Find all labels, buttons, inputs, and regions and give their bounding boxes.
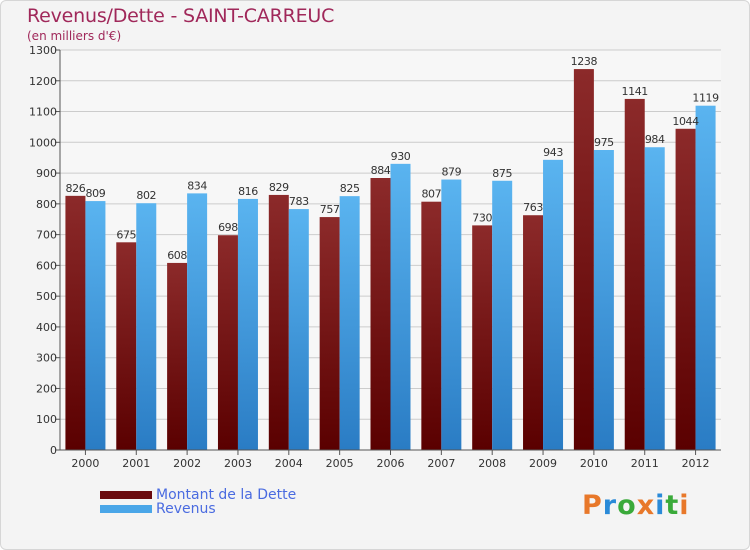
data-label-revenue: 783 [289, 195, 309, 208]
y-tick-label: 700 [36, 229, 57, 242]
data-label-debt: 763 [523, 201, 543, 214]
y-tick-label: 0 [50, 444, 57, 457]
data-label-debt: 1141 [622, 85, 648, 98]
x-tick-label: 2007 [427, 457, 455, 470]
data-label-revenue: 825 [340, 182, 360, 195]
bar-debt [370, 178, 391, 450]
logo-letter: o [617, 490, 637, 521]
x-tick-label: 2006 [377, 457, 405, 470]
x-tick-label: 2003 [224, 457, 252, 470]
data-label-revenue: 816 [238, 185, 258, 198]
bar-debt [573, 69, 594, 451]
y-tick-label: 300 [36, 352, 57, 365]
data-label-debt: 1044 [672, 115, 699, 128]
y-tick-label: 400 [36, 321, 57, 334]
data-label-debt: 1238 [571, 55, 598, 68]
bar-revenue [288, 209, 309, 450]
legend-item-debt: Montant de la Dette [100, 487, 296, 503]
bar-debt [624, 98, 645, 450]
data-label-debt: 807 [421, 188, 441, 201]
data-label-revenue: 875 [492, 167, 512, 180]
legend-swatch-revenue [100, 505, 152, 513]
legend-swatch-debt [100, 491, 152, 499]
bar-debt [268, 194, 289, 450]
bar-debt [523, 215, 544, 450]
y-tick-label: 800 [36, 198, 57, 211]
y-tick-label: 1100 [29, 106, 57, 119]
bar-debt [217, 235, 238, 450]
data-label-revenue: 943 [543, 146, 563, 159]
data-label-revenue: 802 [136, 189, 156, 202]
logo-letter: P [582, 490, 603, 521]
x-tick-label: 2010 [580, 457, 608, 470]
bar-debt [167, 262, 188, 450]
axes: 0 100 200 300 400 500 600 700 800 900 1000 1100 1200… [29, 44, 721, 470]
data-label-revenue: 879 [441, 166, 461, 179]
y-tick-label: 1200 [29, 75, 57, 88]
data-label-revenue: 975 [594, 136, 614, 149]
data-label-debt: 730 [472, 211, 492, 224]
data-label-revenue: 809 [86, 187, 106, 200]
bar-revenue [237, 198, 258, 450]
x-tick-label: 2002 [173, 457, 201, 470]
bar-debt [675, 128, 696, 450]
bar-revenue [187, 193, 208, 450]
data-label-debt: 698 [218, 221, 238, 234]
data-label-debt: 675 [116, 228, 136, 241]
x-tick-label: 2001 [122, 457, 150, 470]
legend-label-revenue: Revenus [156, 501, 216, 517]
y-tick-label: 500 [36, 290, 57, 303]
bar-revenue [695, 105, 716, 450]
bar-revenue [136, 203, 157, 450]
bar-revenue [390, 163, 411, 450]
bar-debt [319, 217, 340, 450]
chart-subtitle: (en milliers d'€) [27, 29, 122, 43]
data-label-revenue: 984 [645, 133, 665, 146]
x-tick-label: 2004 [275, 457, 303, 470]
bar-debt [421, 201, 442, 450]
y-tick-label: 100 [36, 413, 57, 426]
x-tick-label: 2008 [478, 457, 506, 470]
bar-revenue [339, 196, 360, 450]
x-tick-label: 2005 [326, 457, 354, 470]
bars [65, 69, 716, 451]
x-tick-label: 2011 [631, 457, 659, 470]
data-label-debt: 608 [167, 249, 187, 262]
chart-title: Revenus/Dette - SAINT-CARREUC [27, 5, 335, 27]
legend-item-revenue: Revenus [100, 501, 216, 517]
data-label-debt: 884 [371, 164, 391, 177]
bar-debt [116, 242, 137, 450]
logo-letter: r [602, 490, 618, 521]
data-label-debt: 757 [320, 203, 340, 216]
bar-revenue [644, 147, 665, 450]
logo-letter: i [679, 490, 690, 521]
bar-debt [65, 195, 86, 450]
bar-revenue [492, 180, 513, 450]
legend-label-debt: Montant de la Dette [156, 487, 297, 503]
data-label-revenue: 930 [391, 150, 411, 163]
data-label-debt: 826 [66, 182, 86, 195]
x-tick-label: 2000 [71, 457, 99, 470]
data-label-revenue: 834 [187, 179, 207, 192]
y-tick-label: 200 [36, 382, 57, 395]
bar-revenue [441, 179, 462, 451]
y-tick-label: 1000 [29, 136, 57, 149]
logo-letter: x [636, 490, 656, 521]
proxiti-logo: Proxiti [582, 490, 690, 521]
logo-letter: i [655, 490, 666, 521]
bar-revenue [85, 201, 106, 450]
bar-debt [472, 225, 493, 450]
y-tick-label: 900 [36, 167, 57, 180]
logo-letter: t [665, 490, 680, 521]
data-label-revenue: 1119 [692, 92, 719, 105]
x-tick-label: 2012 [682, 457, 710, 470]
x-tick-label: 2009 [529, 457, 557, 470]
bar-revenue [543, 159, 564, 450]
y-tick-label: 600 [36, 259, 57, 272]
data-label-debt: 829 [269, 181, 289, 194]
bar-revenue [593, 150, 614, 450]
y-tick-label: 1300 [29, 44, 57, 57]
